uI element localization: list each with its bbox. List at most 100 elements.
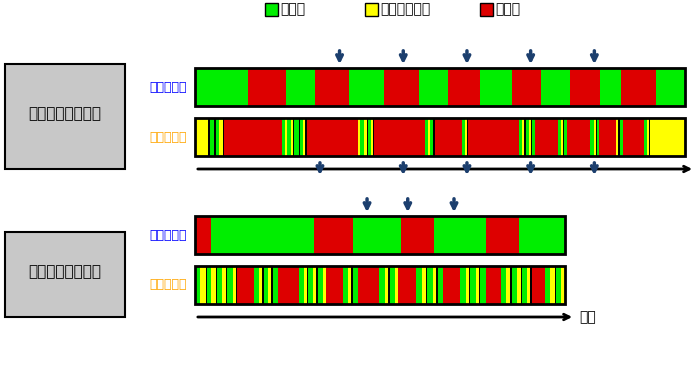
Bar	[227, 266, 232, 304]
Text: カイゼン前の作業: カイゼン前の作業	[29, 106, 101, 121]
Bar	[486, 216, 519, 254]
Bar	[480, 68, 512, 106]
Bar	[265, 3, 278, 16]
Bar	[374, 118, 426, 156]
Bar	[5, 232, 125, 317]
Bar	[216, 266, 218, 304]
Bar	[389, 266, 390, 304]
Bar	[237, 266, 254, 304]
Bar	[5, 64, 125, 169]
Bar	[561, 266, 565, 304]
Bar	[300, 266, 304, 304]
Bar	[532, 118, 536, 156]
Bar	[620, 118, 623, 156]
Text: ：移動・運搬: ：移動・運搬	[380, 3, 430, 16]
Bar	[506, 266, 510, 304]
Bar	[207, 266, 211, 304]
Text: 支柱穴あけ: 支柱穴あけ	[150, 80, 187, 94]
Bar	[510, 266, 512, 304]
Bar	[435, 118, 462, 156]
Bar	[309, 266, 314, 304]
Bar	[360, 118, 364, 156]
Bar	[385, 266, 389, 304]
Bar	[384, 68, 419, 106]
Bar	[556, 266, 561, 304]
Bar	[512, 266, 517, 304]
Bar	[290, 118, 293, 156]
Bar	[416, 266, 422, 304]
Bar	[594, 118, 596, 156]
Bar	[195, 118, 209, 156]
Bar	[210, 118, 214, 156]
Bar	[480, 3, 493, 16]
Bar	[364, 118, 367, 156]
Bar	[563, 118, 564, 156]
Bar	[476, 266, 479, 304]
Bar	[512, 68, 541, 106]
Bar	[227, 68, 248, 106]
Text: カイゼン後の作業: カイゼン後の作業	[29, 264, 101, 279]
Bar	[195, 68, 227, 106]
Bar	[293, 118, 295, 156]
Bar	[195, 266, 200, 304]
Bar	[470, 266, 476, 304]
Bar	[550, 266, 554, 304]
Bar	[599, 118, 617, 156]
Text: パネル交換: パネル交換	[150, 131, 187, 144]
Bar	[521, 266, 522, 304]
Bar	[211, 216, 262, 254]
Bar	[262, 266, 263, 304]
Bar	[527, 266, 531, 304]
Text: ：作業: ：作業	[280, 3, 305, 16]
Bar	[462, 118, 465, 156]
Bar	[314, 216, 354, 254]
Bar	[469, 266, 470, 304]
Bar	[195, 68, 685, 106]
Bar	[401, 216, 435, 254]
Bar	[590, 118, 594, 156]
Bar	[195, 216, 211, 254]
Bar	[295, 118, 299, 156]
Bar	[645, 118, 647, 156]
Bar	[211, 266, 216, 304]
Bar	[195, 216, 565, 254]
Bar	[195, 266, 565, 304]
Bar	[443, 266, 460, 304]
Bar	[323, 266, 326, 304]
Bar	[353, 266, 358, 304]
Bar	[218, 266, 223, 304]
Bar	[430, 118, 433, 156]
Bar	[467, 118, 468, 156]
Bar	[395, 266, 398, 304]
Bar	[248, 68, 286, 106]
Bar	[349, 68, 384, 106]
Bar	[232, 266, 236, 304]
Bar	[529, 118, 531, 156]
Bar	[531, 118, 532, 156]
Bar	[224, 118, 281, 156]
Bar	[358, 266, 379, 304]
Bar	[281, 118, 285, 156]
Bar	[354, 216, 401, 254]
Text: パネル交換: パネル交換	[150, 279, 187, 291]
Bar	[299, 118, 300, 156]
Bar	[236, 266, 237, 304]
Bar	[426, 118, 428, 156]
Bar	[448, 68, 480, 106]
Bar	[500, 266, 506, 304]
Bar	[314, 266, 316, 304]
Text: 時間: 時間	[579, 310, 596, 324]
Bar	[531, 266, 545, 304]
Bar	[536, 118, 559, 156]
Bar	[422, 266, 426, 304]
Bar	[559, 118, 561, 156]
Bar	[621, 68, 656, 106]
Bar	[379, 266, 385, 304]
Bar	[262, 216, 314, 254]
Bar	[545, 266, 550, 304]
Bar	[286, 68, 315, 106]
Bar	[438, 266, 443, 304]
Bar	[268, 266, 272, 304]
Bar	[647, 118, 649, 156]
Bar	[517, 266, 521, 304]
